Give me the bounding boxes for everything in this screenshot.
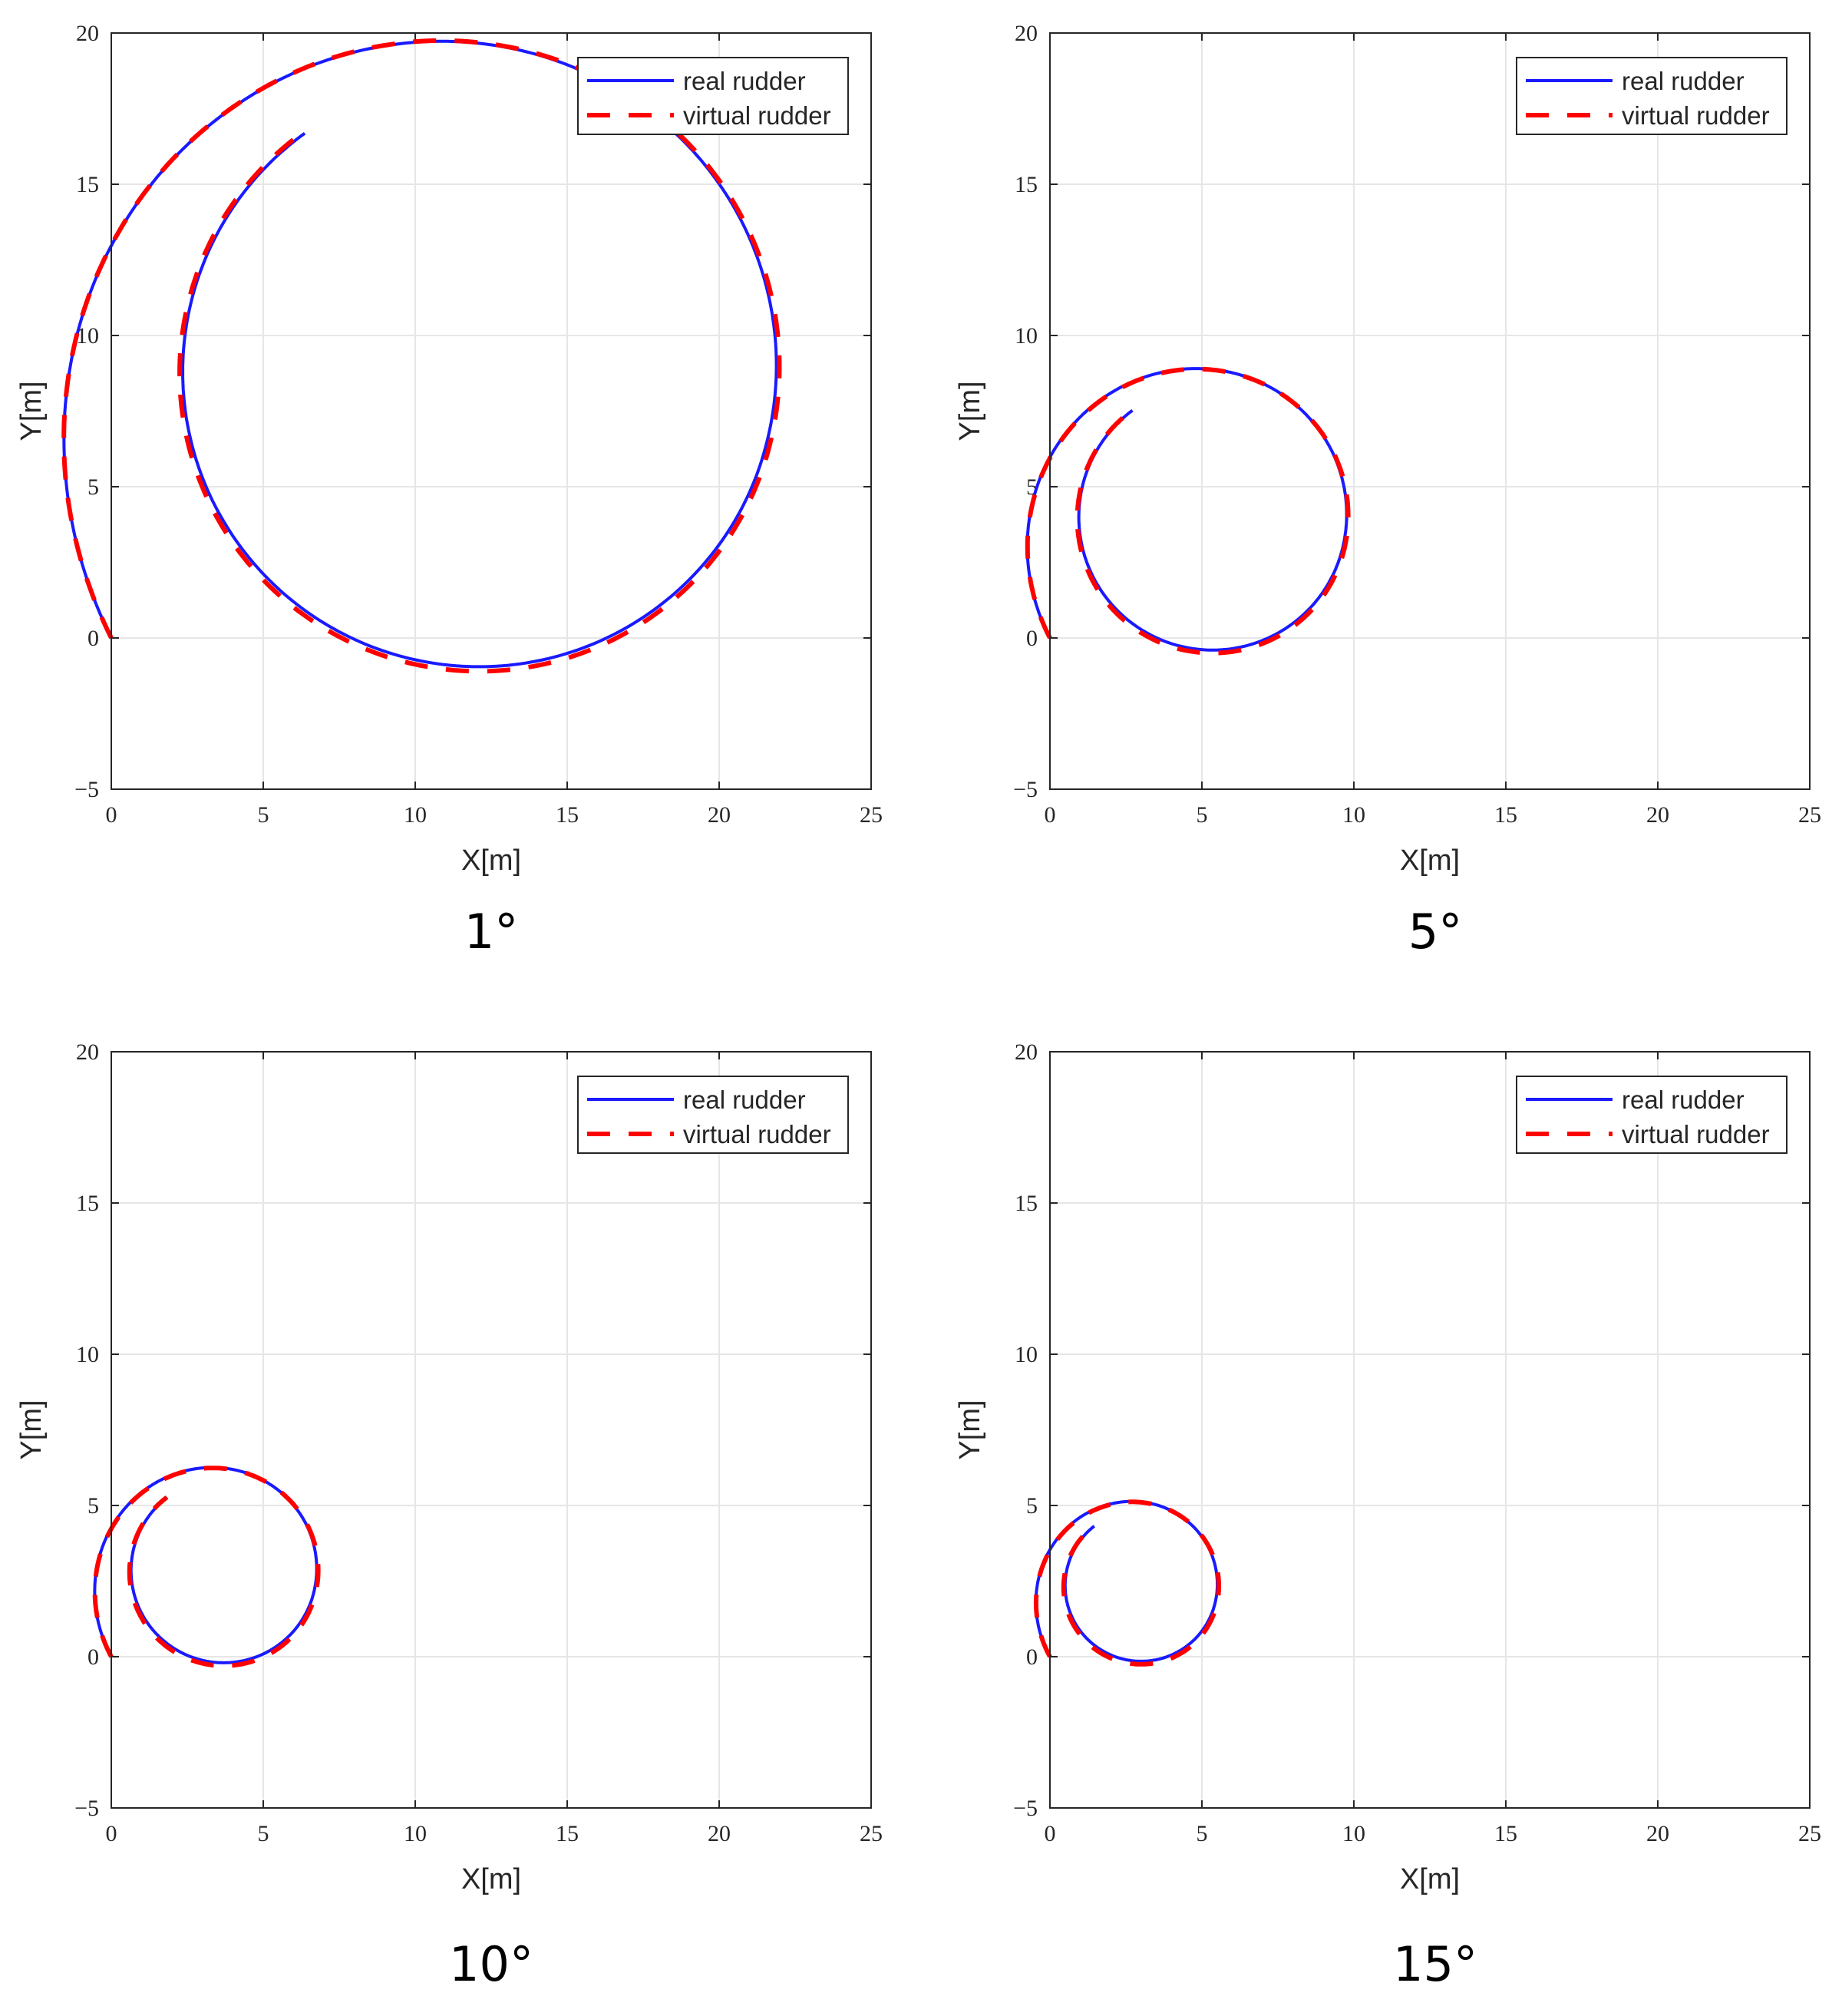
x-tick-label: 5 xyxy=(1197,802,1208,828)
y-tick-label: 0 xyxy=(87,626,99,651)
axes-box xyxy=(111,32,872,790)
legend: real rudder virtual rudder xyxy=(577,57,849,135)
x-tick-label: 0 xyxy=(106,802,117,828)
y-tick-label: 20 xyxy=(76,21,99,46)
x-tick-label: 15 xyxy=(1494,802,1517,828)
y-tick-label: 0 xyxy=(87,1644,99,1670)
y-tick-label: 5 xyxy=(87,474,99,500)
x-tick-label: 15 xyxy=(556,802,579,828)
y-tick-label: −5 xyxy=(74,1796,99,1821)
legend-box xyxy=(1516,57,1788,135)
series-line-virtual-rudder xyxy=(92,1466,321,1668)
y-tick-label: 20 xyxy=(76,1039,99,1065)
x-tick-label: 10 xyxy=(404,1821,427,1846)
y-tick-label: −5 xyxy=(1013,777,1038,802)
x-tick-label: 10 xyxy=(404,802,427,828)
x-axis-label: X[m] xyxy=(461,844,521,877)
axes-box xyxy=(1049,32,1811,790)
y-tick-label: 15 xyxy=(1015,172,1038,197)
x-axis-label: X[m] xyxy=(1400,1863,1460,1895)
y-axis-label: Y[m] xyxy=(15,1400,48,1459)
legend-entry-virtual-rudder: virtual rudder xyxy=(683,1120,831,1148)
x-tick-label: 25 xyxy=(860,1821,883,1846)
x-tick-label: 10 xyxy=(1342,802,1365,828)
x-tick-label: 0 xyxy=(1045,1821,1056,1846)
y-tick-label: 15 xyxy=(76,172,99,197)
legend-box xyxy=(577,1076,849,1154)
plot-area xyxy=(1050,33,1810,789)
legend-entry-real-rudder: real rudder xyxy=(683,67,806,95)
legend-entry-real-rudder: real rudder xyxy=(1622,1086,1745,1114)
chart-panel-4: 0 5 10 15 20 25 −5 0 5 10 15 20 X[m] Y[m] real rudder v… xyxy=(954,1039,1821,1895)
series-line-virtual-rudder xyxy=(61,38,782,674)
x-tick-label: 0 xyxy=(106,1821,117,1846)
y-tick-label: 10 xyxy=(76,1342,99,1367)
x-tick-label: 25 xyxy=(1798,802,1821,828)
y-tick-label: 0 xyxy=(1026,626,1038,651)
y-tick-label: 5 xyxy=(1026,1493,1038,1519)
legend-entry-virtual-rudder: virtual rudder xyxy=(683,101,831,130)
y-tick-label: 20 xyxy=(1015,1039,1038,1065)
x-tick-label: 5 xyxy=(258,1821,269,1846)
y-tick-label: 10 xyxy=(1015,323,1038,349)
panel-caption-1: 1° xyxy=(464,904,518,960)
series-line-virtual-rudder xyxy=(1025,366,1351,656)
chart-panel-3: 0 5 10 15 20 25 −5 0 5 10 15 20 X[m] Y[m] real rudder v… xyxy=(15,1039,883,1895)
legend: real rudder virtual rudder xyxy=(1516,1076,1788,1154)
x-tick-label: 5 xyxy=(1197,1821,1208,1846)
y-tick-label: 10 xyxy=(1015,1342,1038,1367)
y-tick-label: −5 xyxy=(74,777,99,802)
y-axis-label: Y[m] xyxy=(15,381,48,441)
x-tick-label: 0 xyxy=(1045,802,1056,828)
legend: real rudder virtual rudder xyxy=(1516,57,1788,135)
legend: real rudder virtual rudder xyxy=(577,1076,849,1154)
y-tick-label: −5 xyxy=(1013,1796,1038,1821)
y-tick-label: 0 xyxy=(1026,1644,1038,1670)
panel-caption-4: 15° xyxy=(1393,1936,1477,1992)
x-tick-label: 15 xyxy=(1494,1821,1517,1846)
legend-entry-virtual-rudder: virtual rudder xyxy=(1622,1120,1770,1148)
legend-box xyxy=(577,57,849,135)
y-tick-label: 20 xyxy=(1015,21,1038,46)
legend-entry-virtual-rudder: virtual rudder xyxy=(1622,101,1770,130)
x-axis-label: X[m] xyxy=(1400,844,1460,877)
y-tick-label: 5 xyxy=(87,1493,99,1519)
plot-area xyxy=(1050,1052,1810,1808)
y-tick-label: 15 xyxy=(76,1191,99,1216)
axes-box xyxy=(111,1051,872,1809)
y-axis-label: Y[m] xyxy=(954,1400,986,1459)
x-tick-label: 20 xyxy=(708,1821,731,1846)
axes-box xyxy=(1049,1051,1811,1809)
x-tick-label: 20 xyxy=(1646,802,1669,828)
x-tick-label: 25 xyxy=(860,802,883,828)
y-tick-label: 15 xyxy=(1015,1191,1038,1216)
x-tick-label: 20 xyxy=(708,802,731,828)
x-tick-label: 15 xyxy=(556,1821,579,1846)
panel-caption-3: 10° xyxy=(449,1936,533,1992)
legend-entry-real-rudder: real rudder xyxy=(1622,67,1745,95)
x-tick-label: 20 xyxy=(1646,1821,1669,1846)
panel-caption-2: 5° xyxy=(1408,904,1462,960)
plot-area xyxy=(111,33,871,789)
x-tick-label: 25 xyxy=(1798,1821,1821,1846)
plot-area xyxy=(111,1052,871,1808)
legend-box xyxy=(1516,1076,1788,1154)
legend-entry-real-rudder: real rudder xyxy=(683,1086,806,1114)
series-line-virtual-rudder xyxy=(1033,1499,1221,1667)
x-tick-label: 5 xyxy=(258,802,269,828)
y-axis-label: Y[m] xyxy=(954,381,986,441)
x-tick-label: 10 xyxy=(1342,1821,1365,1846)
x-axis-label: X[m] xyxy=(461,1863,521,1895)
